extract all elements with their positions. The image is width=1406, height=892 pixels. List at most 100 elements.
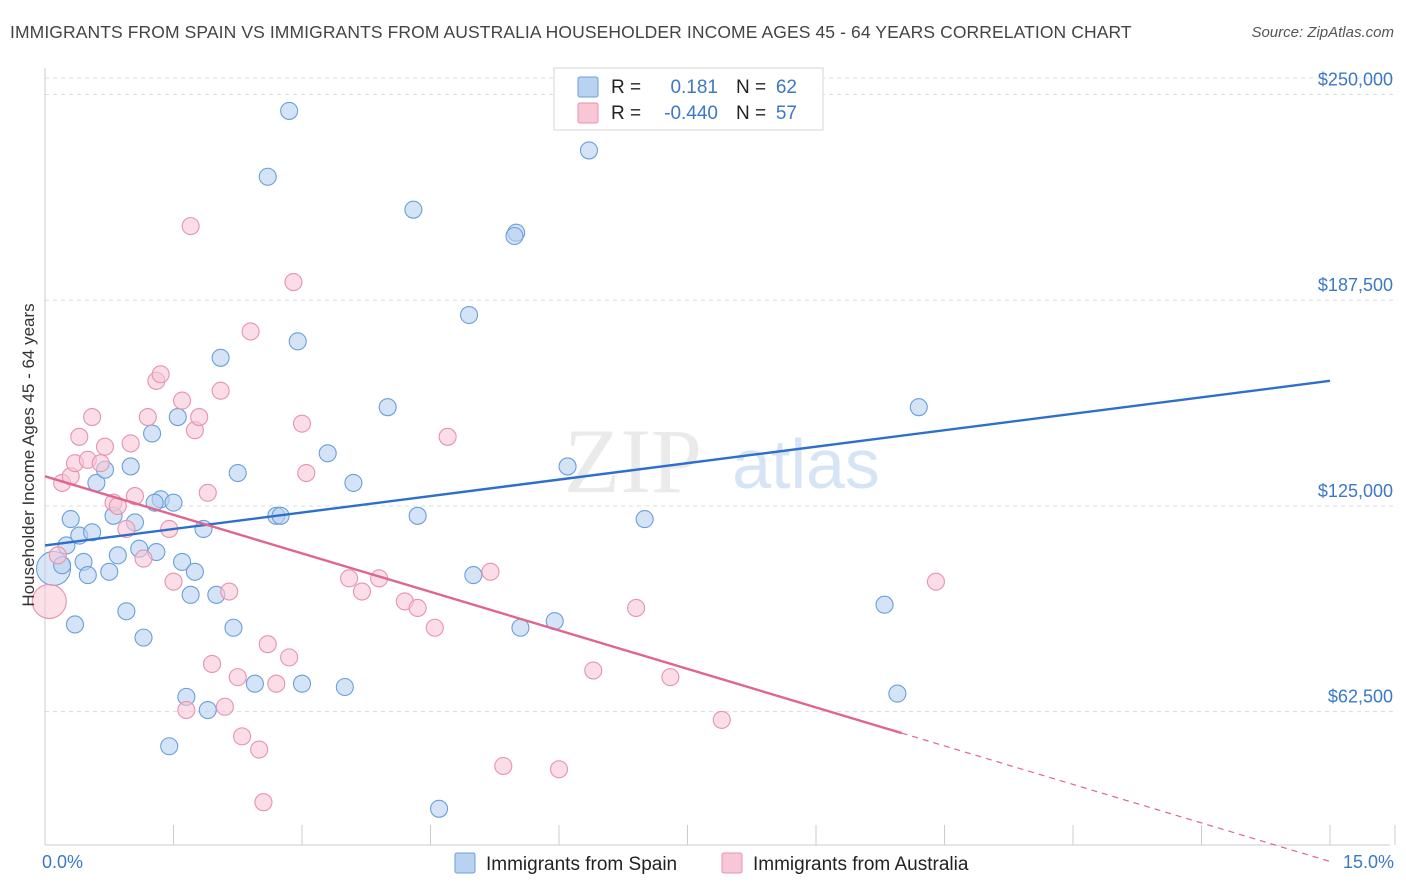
australia-point xyxy=(164,572,183,591)
chart-title: IMMIGRANTS FROM SPAIN VS IMMIGRANTS FROM… xyxy=(10,22,1132,42)
australia-point xyxy=(125,487,144,506)
australia-point xyxy=(83,408,102,427)
spain-point xyxy=(108,546,127,565)
spain-trend-line xyxy=(44,379,1331,547)
x-tick-label-min: 0.0% xyxy=(42,852,83,872)
spain-point xyxy=(408,506,427,525)
legend-r-value-spain: 0.181 xyxy=(670,77,718,98)
australia-point xyxy=(549,760,569,779)
spain-point xyxy=(245,674,264,693)
australia-point xyxy=(121,434,140,453)
bottom-legend-label-australia: Immigrants from Australia xyxy=(753,854,969,875)
australia-point xyxy=(151,365,170,384)
legend-n-value-australia: 57 xyxy=(776,103,797,124)
spain-point xyxy=(61,510,80,529)
spain-point xyxy=(404,200,423,219)
australia-point xyxy=(173,391,192,410)
legend-r-label-spain: R = xyxy=(611,77,641,98)
australia-point xyxy=(177,700,196,720)
australia-point xyxy=(232,727,252,746)
australia-point xyxy=(627,598,646,618)
spain-point xyxy=(181,585,200,604)
australia-point xyxy=(280,648,299,667)
australia-point xyxy=(340,569,359,588)
spain-point xyxy=(579,141,599,160)
australia-point xyxy=(297,463,316,483)
australia-point xyxy=(181,217,200,236)
watermark-atlas: atlas xyxy=(732,425,880,503)
spain-point xyxy=(164,493,183,512)
australia-point xyxy=(215,697,234,716)
australia-point xyxy=(228,668,247,687)
spain-point xyxy=(430,799,449,818)
spain-point xyxy=(635,510,654,529)
australia-point xyxy=(425,618,444,637)
australia-point xyxy=(203,654,222,673)
spain-point xyxy=(344,473,363,492)
spain-point xyxy=(224,618,243,637)
legend-box: R = 0.181 N = 62 R = -0.440 N = 57 xyxy=(553,67,824,131)
australia-point xyxy=(95,437,115,456)
australia-trend-line xyxy=(44,475,903,735)
spain-point xyxy=(185,562,204,581)
spain-point xyxy=(121,457,140,476)
legend-n-label-australia: N = xyxy=(736,103,766,124)
bottom-legend: Immigrants from Spain Immigrants from Au… xyxy=(454,852,969,875)
australia-point xyxy=(712,710,731,729)
australia-point xyxy=(48,546,67,565)
spain-point xyxy=(117,602,136,621)
australia-point xyxy=(138,408,157,427)
australia-point xyxy=(284,273,303,292)
australia-trend-extension xyxy=(901,732,1331,863)
legend-swatch-australia xyxy=(577,102,599,124)
watermark-zip: ZIP xyxy=(564,410,702,512)
legend-swatch-spain xyxy=(577,76,599,98)
source-label: Source: ZipAtlas.com xyxy=(1251,24,1394,41)
y-axis-label: Householder Income Ages 45 - 64 years xyxy=(19,303,38,606)
australia-point xyxy=(438,427,457,446)
spain-point xyxy=(258,167,277,186)
australia-point xyxy=(408,598,427,618)
spain-point xyxy=(464,566,483,585)
australia-point xyxy=(190,408,209,427)
spain-point xyxy=(378,398,397,417)
spain-point xyxy=(134,628,153,647)
trend-layer xyxy=(44,379,1331,863)
australia-point xyxy=(117,519,136,539)
spain-point xyxy=(173,552,192,571)
spain-point xyxy=(292,674,312,693)
spain-point xyxy=(875,595,894,614)
y-tick-label: $125,000 xyxy=(1318,481,1393,501)
australia-point xyxy=(661,668,680,687)
spain-point xyxy=(459,305,479,325)
x-tick-label-max: 15.0% xyxy=(1343,852,1394,872)
spain-point xyxy=(288,332,307,351)
australia-point xyxy=(267,674,286,693)
australia-point xyxy=(70,427,89,446)
spain-point xyxy=(160,737,179,756)
spain-point xyxy=(211,348,230,367)
grid-layer xyxy=(45,77,1395,713)
spain-point xyxy=(909,398,928,417)
legend-n-value-spain: 62 xyxy=(776,77,797,98)
axis-layer: $62,500 $125,000 $187,500 $250,000 xyxy=(44,68,1396,846)
australia-point xyxy=(494,756,513,776)
y-tick-label: $187,500 xyxy=(1318,275,1393,295)
spain-point xyxy=(318,444,337,463)
spain-point xyxy=(558,457,577,476)
spain-point xyxy=(505,226,524,246)
bottom-legend-label-spain: Immigrants from Spain xyxy=(486,854,677,875)
legend-r-value-australia: -0.440 xyxy=(664,103,718,124)
australia-point xyxy=(91,454,110,473)
spain-point xyxy=(198,700,217,720)
australia-point xyxy=(250,740,269,759)
legend-r-label-australia: R = xyxy=(611,103,641,124)
spain-point xyxy=(65,615,85,634)
bottom-legend-swatch-australia xyxy=(721,852,743,874)
spain-point xyxy=(228,463,247,483)
australia-point xyxy=(241,322,260,341)
spain-point xyxy=(168,408,187,427)
australia-point xyxy=(584,661,603,680)
australia-point xyxy=(254,793,273,812)
